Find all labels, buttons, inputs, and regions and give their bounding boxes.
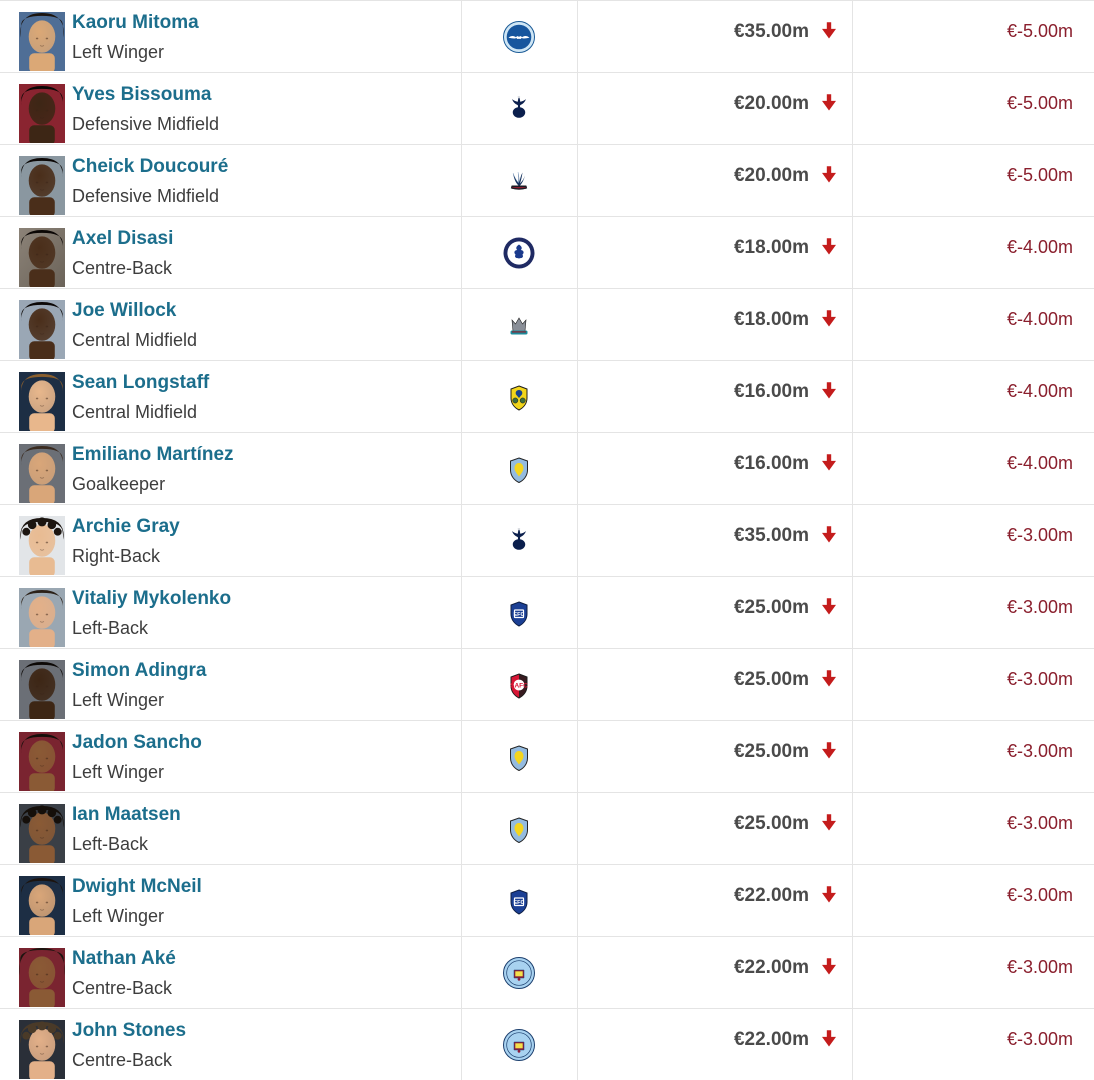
svg-text:EFC: EFC [514,612,525,618]
svg-text:EFC: EFC [514,900,525,906]
svg-text:SAFC: SAFC [510,683,528,690]
